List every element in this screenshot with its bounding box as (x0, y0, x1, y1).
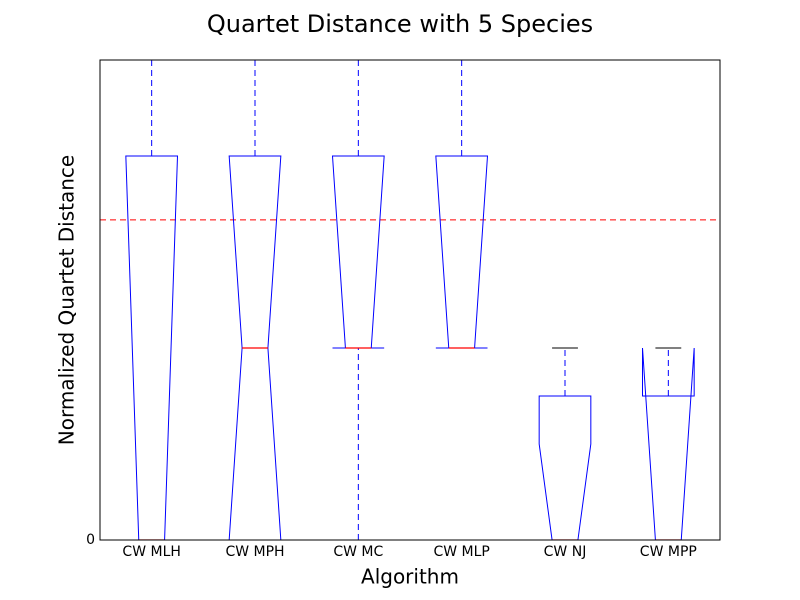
x-tick-label: CW MC (333, 544, 383, 560)
chart-title: Quartet Distance with 5 Species (207, 10, 593, 38)
plot-frame (99, 59, 721, 541)
x-tick-label: CW MPH (225, 544, 284, 560)
x-tick-label: CW MLH (122, 544, 180, 560)
x-tick-label: CW MLP (433, 544, 489, 560)
y-tick-label: 0 (86, 532, 95, 548)
box (125, 155, 179, 540)
box (642, 347, 695, 540)
plot-area (100, 60, 720, 540)
x-axis-label: Algorithm (361, 565, 459, 589)
y-axis-label: Normalized Quartet Distance (55, 155, 79, 445)
x-tick-label: CW NJ (544, 544, 587, 560)
box (538, 395, 592, 540)
x-tick-label: CW MPP (640, 544, 697, 560)
